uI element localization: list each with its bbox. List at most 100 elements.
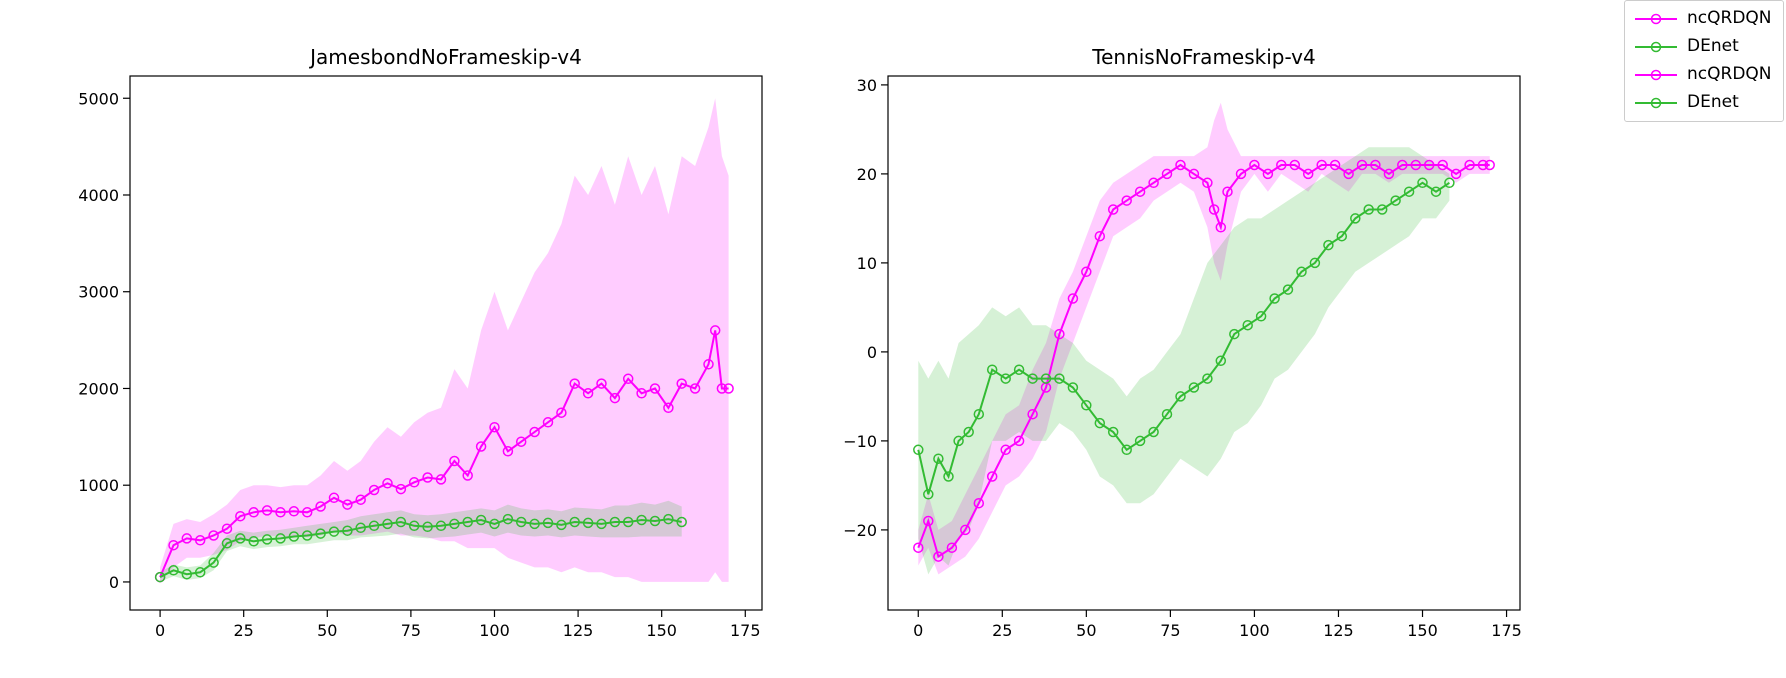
point-ncqrdqn xyxy=(1343,168,1354,180)
point-ncqrdqn xyxy=(168,539,179,551)
point-denet xyxy=(973,408,985,420)
point-denet xyxy=(1000,373,1011,384)
point-denet xyxy=(1040,373,1052,384)
point-denet xyxy=(556,519,567,531)
legend-item: DEnet xyxy=(1625,33,1785,61)
x-tick-label: 100 xyxy=(479,621,510,640)
x-tick-label: 125 xyxy=(1323,621,1354,640)
point-ncqrdqn xyxy=(435,474,447,485)
point-denet xyxy=(582,517,594,529)
point-ncqrdqn xyxy=(1302,168,1314,180)
point-ncqrdqn xyxy=(288,506,300,517)
point-denet xyxy=(1229,328,1240,340)
line-denet-0 xyxy=(159,518,682,578)
point-ncqrdqn xyxy=(723,383,734,394)
point-denet xyxy=(261,534,273,545)
point-denet xyxy=(1134,435,1146,447)
legend: ncQRDQN DEnet ncQRDQN DEnet xyxy=(1624,0,1784,122)
chart-title: JamesbondNoFrameskip-v4 xyxy=(308,45,582,69)
y-tick-label: 0 xyxy=(109,573,119,592)
point-denet xyxy=(1107,426,1119,438)
point-ncqrdqn xyxy=(1329,159,1341,171)
point-ncqrdqn xyxy=(1370,159,1381,171)
point-denet xyxy=(328,526,340,537)
point-denet xyxy=(596,518,607,530)
point-denet xyxy=(1161,408,1173,420)
point-ncqrdqn xyxy=(368,484,380,496)
chart-title: TennisNoFrameskip-v4 xyxy=(1091,45,1315,69)
point-ncqrdqn xyxy=(1081,266,1092,278)
point-denet xyxy=(609,516,621,528)
point-ncqrdqn xyxy=(1148,177,1159,189)
point-denet xyxy=(368,520,380,532)
point-ncqrdqn xyxy=(275,507,286,518)
point-ncqrdqn xyxy=(946,542,958,553)
legend-swatch xyxy=(1635,97,1677,109)
point-ncqrdqn xyxy=(395,483,407,495)
point-denet xyxy=(1067,382,1079,393)
line-ncqrdqn-1 xyxy=(917,163,1490,559)
point-ncqrdqn xyxy=(1175,159,1186,171)
plot-frame xyxy=(129,75,763,611)
point-ncqrdqn xyxy=(1215,222,1227,233)
point-ncqrdqn xyxy=(1134,186,1146,197)
y-tick-label: 10 xyxy=(857,254,877,273)
point-ncqrdqn xyxy=(582,388,594,399)
point-ncqrdqn xyxy=(663,402,674,414)
point-denet xyxy=(636,514,647,526)
point-denet xyxy=(1175,391,1186,402)
point-ncqrdqn xyxy=(1289,159,1301,171)
point-ncqrdqn xyxy=(1477,159,1489,171)
point-ncqrdqn xyxy=(986,471,998,482)
point-denet xyxy=(986,364,998,375)
point-ncqrdqn xyxy=(449,455,460,467)
point-denet xyxy=(275,533,286,544)
point-denet xyxy=(1296,266,1307,278)
plot-frame xyxy=(887,75,1521,611)
point-denet xyxy=(1282,284,1294,295)
point-ncqrdqn xyxy=(689,383,701,394)
point-ncqrdqn xyxy=(1208,204,1220,215)
point-ncqrdqn xyxy=(542,417,554,428)
point-denet xyxy=(1390,195,1401,206)
point-denet xyxy=(1202,373,1213,384)
point-denet xyxy=(923,489,934,500)
point-denet xyxy=(933,453,944,464)
y-tick-label: 2000 xyxy=(78,379,119,398)
point-ncqrdqn xyxy=(462,470,473,481)
point-denet xyxy=(1323,239,1334,251)
point-ncqrdqn xyxy=(1027,408,1038,420)
x-tick-label: 125 xyxy=(563,621,594,640)
point-ncqrdqn xyxy=(355,494,366,505)
point-denet xyxy=(301,530,313,541)
y-tick-label: 4000 xyxy=(78,186,119,205)
line-denet-1 xyxy=(917,181,1450,495)
point-ncqrdqn xyxy=(1235,168,1247,180)
point-denet xyxy=(181,568,193,580)
y-tick-label: 1000 xyxy=(78,476,119,495)
point-denet xyxy=(435,520,447,532)
point-denet xyxy=(1444,177,1455,189)
point-denet xyxy=(355,522,366,534)
x-tick-label: 175 xyxy=(730,621,761,640)
point-denet xyxy=(1215,355,1227,367)
point-ncqrdqn xyxy=(973,497,985,509)
point-denet xyxy=(1027,373,1038,384)
point-ncqrdqn xyxy=(194,535,206,546)
point-ncqrdqn xyxy=(1121,195,1132,206)
point-denet xyxy=(1054,373,1065,384)
point-ncqrdqn xyxy=(703,359,714,370)
y-tick-label: 30 xyxy=(857,76,877,95)
point-ncqrdqn xyxy=(1094,230,1106,242)
y-tick-label: 0 xyxy=(867,343,877,362)
point-ncqrdqn xyxy=(529,426,540,438)
point-ncqrdqn xyxy=(235,510,246,522)
point-denet xyxy=(663,513,674,525)
point-ncqrdqn xyxy=(382,478,393,489)
point-ncqrdqn xyxy=(1276,159,1287,171)
legend-item: DEnet xyxy=(1625,89,1785,117)
point-ncqrdqn xyxy=(649,383,661,394)
point-ncqrdqn xyxy=(328,492,340,504)
point-denet xyxy=(1376,204,1388,215)
point-ncqrdqn xyxy=(636,388,647,399)
